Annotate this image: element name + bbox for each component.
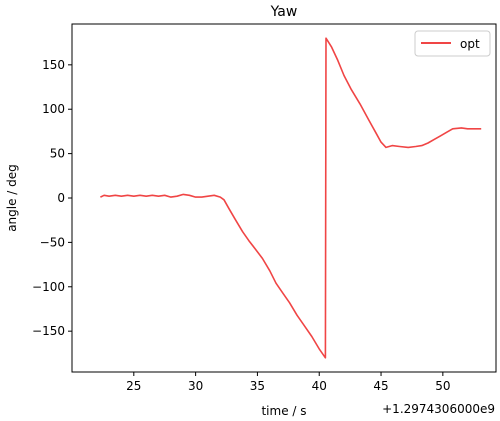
plot-frame: [71, 23, 497, 373]
x-tick-label: 30: [188, 379, 203, 393]
series-line-opt: [100, 37, 482, 359]
y-tick-label: −50: [40, 235, 65, 249]
y-tick-label: 50: [50, 147, 65, 161]
x-axis: 25 30 35 40 45 50: [126, 372, 450, 393]
legend: opt: [414, 30, 491, 57]
x-tick-label: 25: [126, 379, 141, 393]
y-tick-label: 150: [42, 58, 65, 72]
x-offset-label: +1.2974306000e9: [382, 402, 495, 416]
legend-box: [414, 30, 491, 57]
chart-title: Yaw: [270, 4, 298, 20]
x-tick-label: 50: [435, 379, 450, 393]
x-tick-label: 40: [312, 379, 327, 393]
y-tick-label: 0: [57, 191, 65, 205]
y-axis-label: angle / deg: [5, 164, 19, 232]
y-tick-label: 100: [42, 102, 65, 116]
legend-label-opt: opt: [460, 37, 480, 51]
x-tick-label: 35: [250, 379, 265, 393]
y-tick-label: −150: [32, 324, 65, 338]
y-axis: −150 −100 −50 0 50 100 150: [32, 58, 72, 338]
x-axis-label: time / s: [261, 404, 306, 418]
plot-area: [100, 37, 482, 359]
y-tick-label: −100: [32, 280, 65, 294]
x-tick-label: 45: [373, 379, 388, 393]
